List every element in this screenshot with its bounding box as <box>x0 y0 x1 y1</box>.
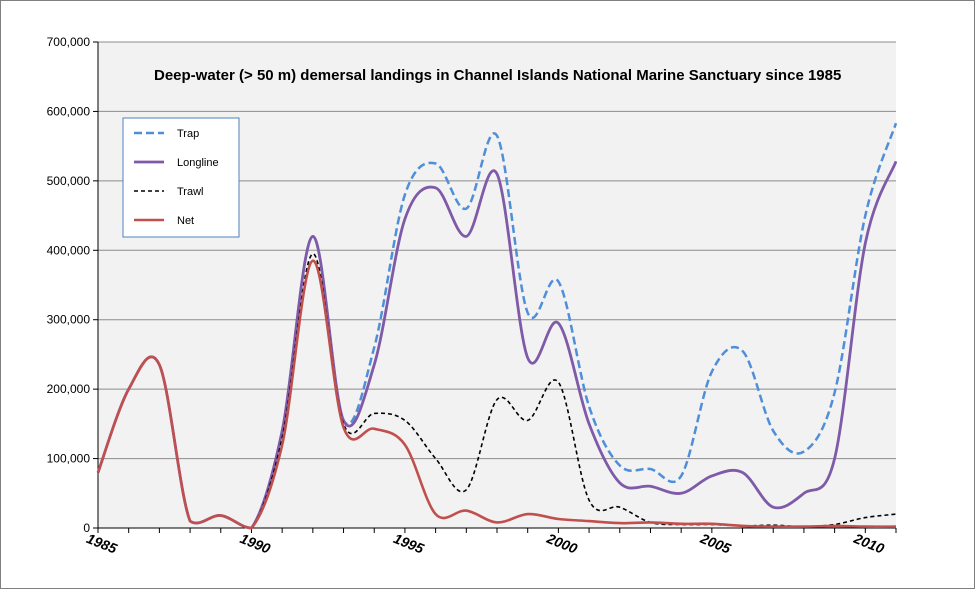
legend: Trap Longline Trawl Net <box>122 117 240 238</box>
legend-box <box>122 117 240 238</box>
y-tick-label: 0 <box>83 521 90 535</box>
y-tick-label: 300,000 <box>47 313 91 327</box>
y-tick-label: 200,000 <box>47 382 91 396</box>
y-tick-label: 400,000 <box>47 243 91 257</box>
legend-label-net: Net <box>177 215 194 227</box>
x-tick-label: 1990 <box>238 530 273 557</box>
legend-label-longline: Longline <box>177 157 219 169</box>
legend-label-trawl: Trawl <box>177 186 203 198</box>
x-tick-label: 2000 <box>544 530 580 557</box>
y-tick-label: 700,000 <box>47 35 91 49</box>
x-axis-ticks: 1985 1990 1995 2000 2005 2010 <box>84 528 897 557</box>
y-tick-label: 600,000 <box>47 104 91 118</box>
x-tick-label: 1995 <box>391 530 426 557</box>
x-tick-label: 2005 <box>697 530 733 557</box>
x-tick-label: 2010 <box>851 530 887 557</box>
y-tick-label: 100,000 <box>47 452 91 466</box>
legend-label-trap: Trap <box>177 128 199 140</box>
series-lines <box>96 122 898 530</box>
y-tick-label: 500,000 <box>47 174 91 188</box>
series-line-net <box>96 259 897 530</box>
chart-title: Deep-water (> 50 m) demersal landings in… <box>154 67 841 84</box>
series-line-trawl <box>97 252 897 529</box>
plot-area <box>98 42 896 528</box>
x-tick-label: 1985 <box>84 530 119 557</box>
y-axis-ticks: 0 100,000 200,000 300,000 400,000 500,000 600,… <box>47 35 98 535</box>
